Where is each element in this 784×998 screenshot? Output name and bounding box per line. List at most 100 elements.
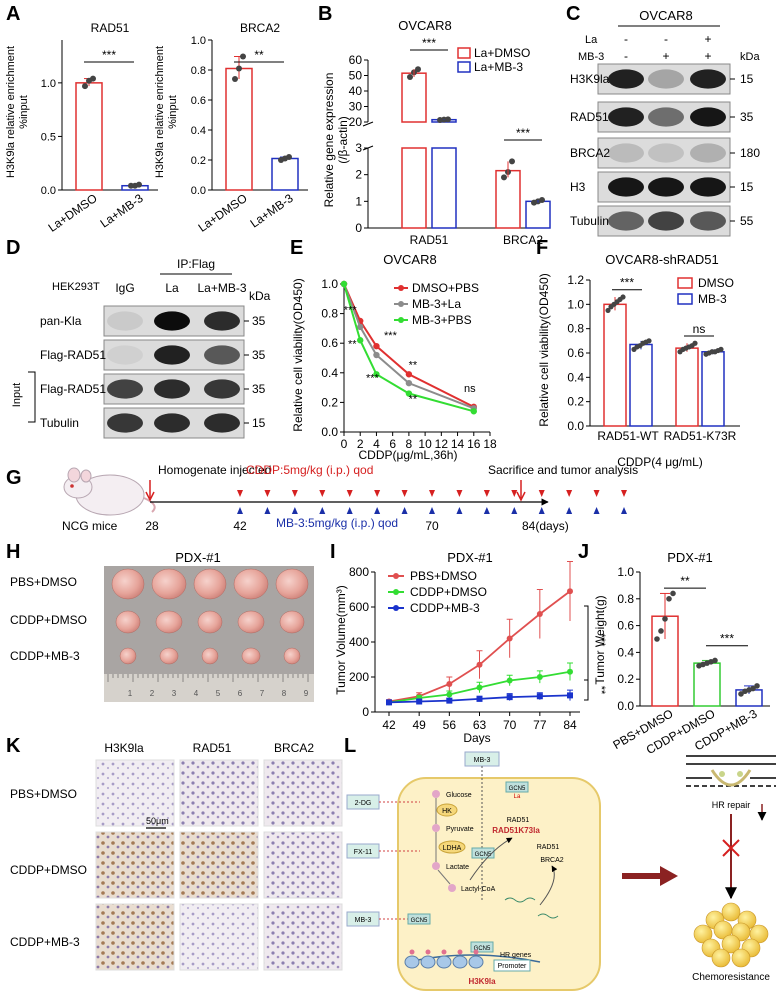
d-band-label: Flag-RAD51 bbox=[40, 348, 106, 362]
ihc-image bbox=[179, 831, 259, 899]
c-band bbox=[690, 107, 726, 127]
ruler-number: 4 bbox=[194, 689, 199, 698]
x-tick-label: RAD51-K73R bbox=[664, 429, 737, 443]
ruler-number: 5 bbox=[216, 689, 221, 698]
hr-genes-label: HR genes bbox=[500, 952, 532, 959]
series-point bbox=[405, 379, 413, 387]
legend-label: DMSO bbox=[698, 276, 734, 290]
c-band-label: RAD51 bbox=[570, 110, 609, 124]
panel-h-tumor-photo: PDX-#1 PBS+DMSO CDDP+DMSO CDDP+MB-3 1 2 3 4… bbox=[10, 550, 314, 702]
series-point bbox=[405, 390, 413, 397]
panel-letter-I: I bbox=[330, 541, 336, 563]
bar bbox=[675, 347, 699, 427]
cddp-dose-marker bbox=[456, 490, 463, 497]
panel-g-sacrifice: Sacrifice and tumor analysis bbox=[488, 463, 638, 477]
rad51k73la-label: RAD51K73la bbox=[492, 826, 540, 835]
x-tick-label: 4 bbox=[373, 437, 380, 451]
ldha-label: LDHA bbox=[443, 845, 462, 852]
bar bbox=[225, 67, 253, 191]
legend-marker bbox=[393, 589, 399, 595]
panel-letter-F: F bbox=[536, 237, 548, 259]
series-point bbox=[340, 280, 348, 288]
mb3-dose-marker bbox=[593, 507, 600, 514]
panel-e-chart: 0.0 0.2 0.4 0.6 0.8 1.0 0 2 4 6 8 10 12 14 16 18 DMSO+PB… bbox=[321, 277, 497, 451]
cddp-dose-marker bbox=[429, 490, 435, 497]
series-point bbox=[567, 692, 573, 699]
legend-label: MB-3 bbox=[698, 292, 727, 306]
x-tick-label: La+DMSO bbox=[46, 191, 100, 235]
y-tick-label: 0.8 bbox=[191, 65, 206, 77]
series-point bbox=[506, 635, 513, 642]
d-band bbox=[204, 311, 240, 331]
sig-label: ** bbox=[680, 574, 690, 588]
panel-k-row-1: PBS+DMSO bbox=[10, 787, 77, 801]
y-tick-label: 0.2 bbox=[191, 155, 206, 167]
d-band bbox=[107, 413, 143, 433]
block-x-icon bbox=[722, 839, 740, 857]
cddp-dose-marker bbox=[374, 490, 381, 497]
x-tick-label: La+DMSO bbox=[196, 191, 250, 235]
y-tick-label: 0.0 bbox=[321, 425, 338, 439]
panel-a: H3K9la relative enrichment%input H3K9la … bbox=[5, 21, 308, 235]
lactyl-mark bbox=[425, 949, 431, 955]
nucleosome bbox=[420, 955, 436, 969]
y-tick-label: 1 bbox=[355, 194, 362, 208]
data-point bbox=[658, 628, 664, 634]
y-tick-label: 40 bbox=[349, 84, 363, 98]
mb3-dose-marker bbox=[319, 507, 326, 514]
data-point bbox=[509, 158, 515, 165]
cddp-dose-marker bbox=[319, 490, 326, 497]
panel-f-title: OVCAR8-shRAD51 bbox=[605, 252, 718, 267]
y-tick-label: 0.0 bbox=[567, 419, 584, 433]
panel-b-title: OVCAR8 bbox=[398, 18, 451, 33]
panel-g-timeline: Homogenate injected CDDP:5mg/kg (i.p.) q… bbox=[62, 463, 638, 533]
panel-k-row-3: CDDP+MB-3 bbox=[10, 935, 80, 949]
ihc-image bbox=[179, 903, 259, 971]
c-band bbox=[690, 177, 726, 197]
mb3-dose-marker bbox=[621, 507, 627, 514]
cell-body bbox=[397, 777, 601, 991]
cddp-dose-marker bbox=[566, 490, 573, 497]
series-point bbox=[506, 677, 513, 684]
sig-label: *** bbox=[595, 634, 607, 648]
legend-marker bbox=[393, 605, 399, 611]
panel-letter-L: L bbox=[344, 735, 356, 757]
bar-upper bbox=[401, 72, 427, 123]
lactate-label: Lactate bbox=[446, 864, 469, 871]
panel-c-kda: kDa bbox=[740, 51, 760, 63]
y-tick-label: 1.0 bbox=[321, 277, 338, 291]
panel-c-mb-sign-2: + bbox=[662, 49, 669, 63]
tumor bbox=[201, 647, 219, 665]
panel-c-cell-label: OVCAR8 bbox=[639, 8, 692, 23]
c-band bbox=[608, 69, 644, 89]
x-tick-label: 18 bbox=[483, 437, 497, 451]
c-band-label: BRCA2 bbox=[570, 146, 610, 160]
d-band bbox=[154, 413, 190, 433]
y-tick-label: 0.4 bbox=[321, 366, 338, 380]
sig-label: ns bbox=[693, 322, 706, 336]
tumor-cell bbox=[731, 948, 751, 968]
sig-label: ** bbox=[595, 686, 607, 695]
mb3-label-b: MB-3 bbox=[355, 917, 372, 924]
panel-k-col-2: RAD51 bbox=[193, 741, 232, 755]
y-tick-label: 0.8 bbox=[567, 322, 584, 336]
sig-label: ** bbox=[409, 359, 418, 371]
d-band bbox=[154, 345, 190, 365]
bar bbox=[75, 82, 103, 191]
tumor bbox=[159, 647, 179, 665]
data-point bbox=[712, 657, 718, 664]
panel-d-western-blot: HEK293T IP:Flag IgG La La+MB-3 kDa Input… bbox=[11, 257, 271, 439]
sig-label: *** bbox=[366, 373, 380, 385]
nucleosome bbox=[404, 955, 420, 969]
legend-label: La+DMSO bbox=[474, 46, 530, 60]
hk-label: HK bbox=[442, 808, 452, 815]
data-point bbox=[445, 116, 451, 123]
hr-repair-label: HR repair bbox=[712, 800, 751, 810]
d-band-label: Tubulin bbox=[40, 416, 79, 430]
x-tick-label: 6 bbox=[389, 437, 396, 451]
ruler-number: 8 bbox=[282, 689, 287, 698]
ruler-number: 9 bbox=[304, 689, 309, 698]
cddp-dose-marker bbox=[291, 490, 298, 497]
rad51-a: RAD51 bbox=[507, 817, 530, 824]
legend-marker bbox=[398, 317, 404, 323]
